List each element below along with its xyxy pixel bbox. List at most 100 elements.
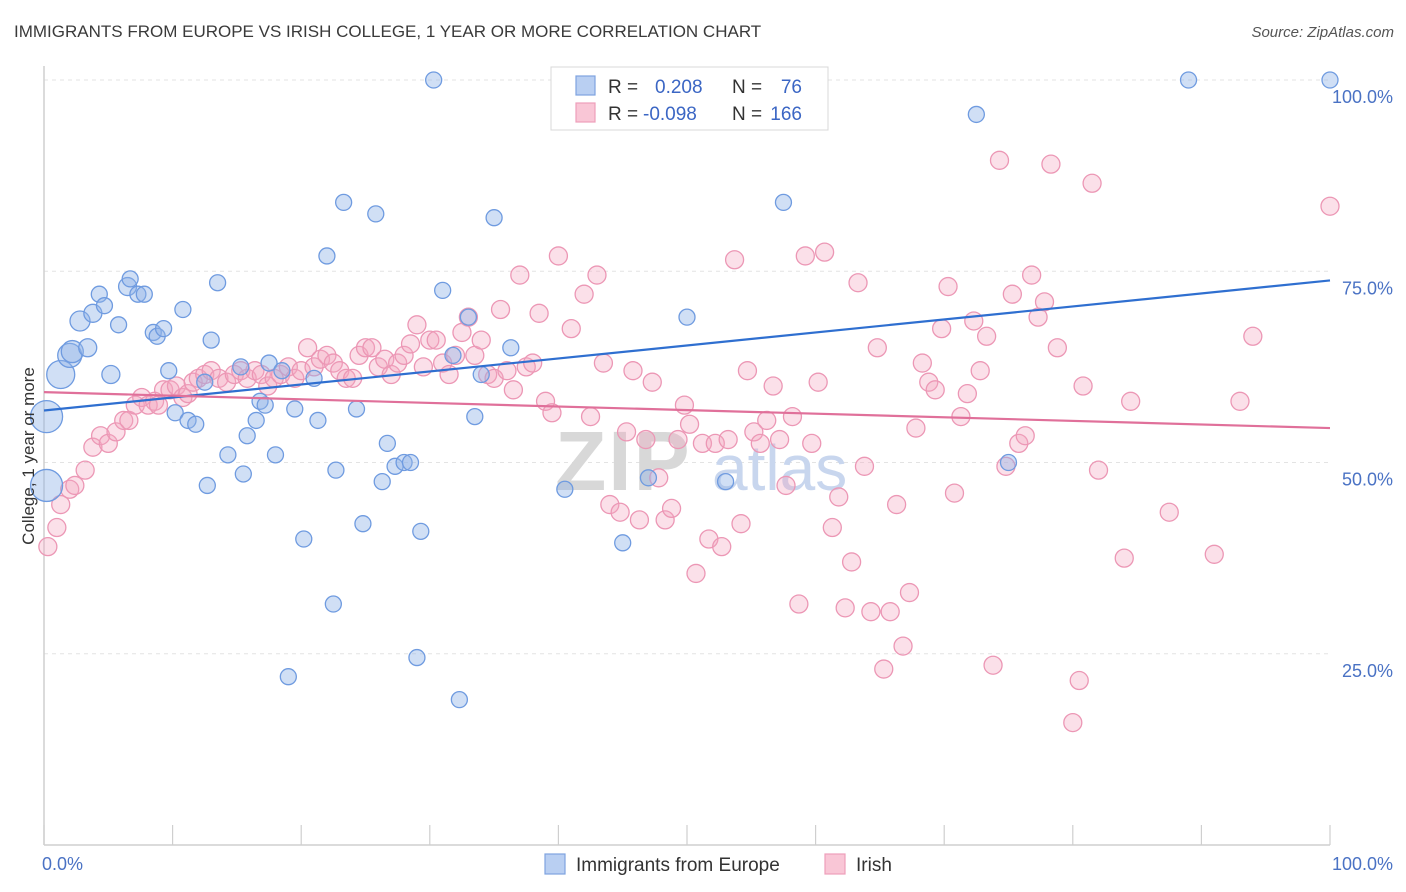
irish-point-109 xyxy=(763,376,783,396)
watermark-zip: ZIP xyxy=(555,414,692,508)
europe-point-27 xyxy=(208,274,227,292)
europe-point-54 xyxy=(401,453,420,472)
europe-point-53 xyxy=(395,453,413,472)
irish-point-125 xyxy=(867,338,887,358)
irish-point-154 xyxy=(1063,712,1083,733)
europe-point-20 xyxy=(166,404,184,422)
irish-point-75 xyxy=(529,303,549,323)
irish-point-132 xyxy=(912,353,932,373)
irish-point-4 xyxy=(65,475,85,496)
x-axis-tick-marks xyxy=(43,825,1331,845)
europe-point-18 xyxy=(154,319,173,338)
europe-point-44 xyxy=(324,595,343,613)
europe-point-47 xyxy=(347,400,366,418)
irish-point-69 xyxy=(490,299,511,320)
irish-point-87 xyxy=(623,361,643,381)
europe-point-40 xyxy=(295,530,313,548)
europe-point-4 xyxy=(60,339,84,364)
legend-n-value-irish: 166 xyxy=(770,104,802,125)
irish-point-156 xyxy=(1073,376,1093,396)
irish-point-2 xyxy=(51,494,71,515)
europe-point-46 xyxy=(334,193,353,212)
irish-point-55 xyxy=(400,334,421,354)
irish-point-9 xyxy=(106,422,126,442)
irish-point-89 xyxy=(636,429,656,450)
irish-point-80 xyxy=(574,284,594,304)
series-legend: Immigrants from Europe Irish xyxy=(544,853,892,876)
irish-point-119 xyxy=(829,487,849,507)
europe-point-45 xyxy=(327,461,345,479)
irish-point-7 xyxy=(90,426,111,446)
irish-point-92 xyxy=(655,510,675,530)
europe-point-24 xyxy=(196,373,214,391)
irish-point-130 xyxy=(899,582,920,603)
legend-n-label-irish: N = xyxy=(732,104,762,125)
irish-point-121 xyxy=(841,552,862,572)
irish-point-106 xyxy=(744,422,764,442)
irish-point-8 xyxy=(98,433,118,454)
irish-point-146 xyxy=(1002,284,1023,304)
irish-point-72 xyxy=(510,265,530,285)
irish-point-53 xyxy=(387,353,408,373)
europe-point-50 xyxy=(373,472,391,491)
irish-point-135 xyxy=(931,318,952,339)
irish-point-78 xyxy=(548,246,569,266)
europe-point-70 xyxy=(716,472,735,491)
irish-point-112 xyxy=(782,406,803,427)
irish-point-39 xyxy=(297,338,318,358)
europe-point-30 xyxy=(234,465,252,483)
europe-point-75 xyxy=(1321,71,1339,89)
europe-point-23 xyxy=(187,415,205,433)
irish-point-88 xyxy=(629,510,650,530)
europe-point-0 xyxy=(29,468,64,503)
irish-point-43 xyxy=(323,353,344,373)
irish-point-30 xyxy=(237,368,257,389)
irish-point-83 xyxy=(593,353,614,373)
europe-point-51 xyxy=(378,434,397,453)
irish-point-84 xyxy=(600,494,620,515)
europe-point-37 xyxy=(273,362,291,380)
irish-point-113 xyxy=(789,594,809,614)
chart-title: IMMIGRANTS FROM EUROPE VS IRISH COLLEGE,… xyxy=(14,22,762,41)
series-legend-swatch-irish xyxy=(824,853,846,875)
europe-point-72 xyxy=(967,105,985,124)
irish-point-1 xyxy=(47,517,67,538)
europe-point-31 xyxy=(238,427,256,445)
irish-point-56 xyxy=(407,315,427,335)
irish-point-29 xyxy=(231,361,251,381)
irish-point-134 xyxy=(925,380,945,400)
legend-box xyxy=(550,66,829,131)
europe-point-5 xyxy=(69,310,91,332)
irish-point-82 xyxy=(587,265,607,285)
y-tick-label-3: 100.0% xyxy=(1332,87,1393,107)
irish-point-120 xyxy=(835,598,855,618)
irish-point-161 xyxy=(1159,502,1179,522)
europe-point-32 xyxy=(247,411,265,430)
irish-point-152 xyxy=(1041,154,1061,174)
irish-point-58 xyxy=(420,330,440,350)
europe-point-26 xyxy=(202,331,220,349)
irish-point-104 xyxy=(731,514,751,534)
irish-point-77 xyxy=(542,403,562,423)
irish-point-110 xyxy=(769,429,790,450)
irish-point-118 xyxy=(822,517,842,538)
europe-point-66 xyxy=(556,480,574,498)
irish-point-96 xyxy=(679,414,700,434)
legend: R = 0.208 N = 76 R = -0.098 N = 166 xyxy=(550,66,829,131)
irish-point-144 xyxy=(989,150,1010,170)
europe-point-13 xyxy=(121,270,139,288)
legend-n-label-europe: N = xyxy=(732,77,762,98)
irish-point-66 xyxy=(471,330,491,350)
irish-point-21 xyxy=(178,383,198,404)
europe-point-74 xyxy=(1179,71,1198,89)
irish-point-49 xyxy=(362,338,382,358)
irish-point-157 xyxy=(1082,173,1102,193)
irish-point-143 xyxy=(983,655,1003,675)
irish-point-90 xyxy=(642,372,662,392)
source-label: Source: ZipAtlas.com xyxy=(1251,24,1394,41)
irish-point-91 xyxy=(649,468,669,488)
irish-point-147 xyxy=(1009,433,1029,454)
irish-point-127 xyxy=(880,602,900,622)
irish-point-71 xyxy=(503,380,524,400)
europe-point-34 xyxy=(256,396,274,414)
